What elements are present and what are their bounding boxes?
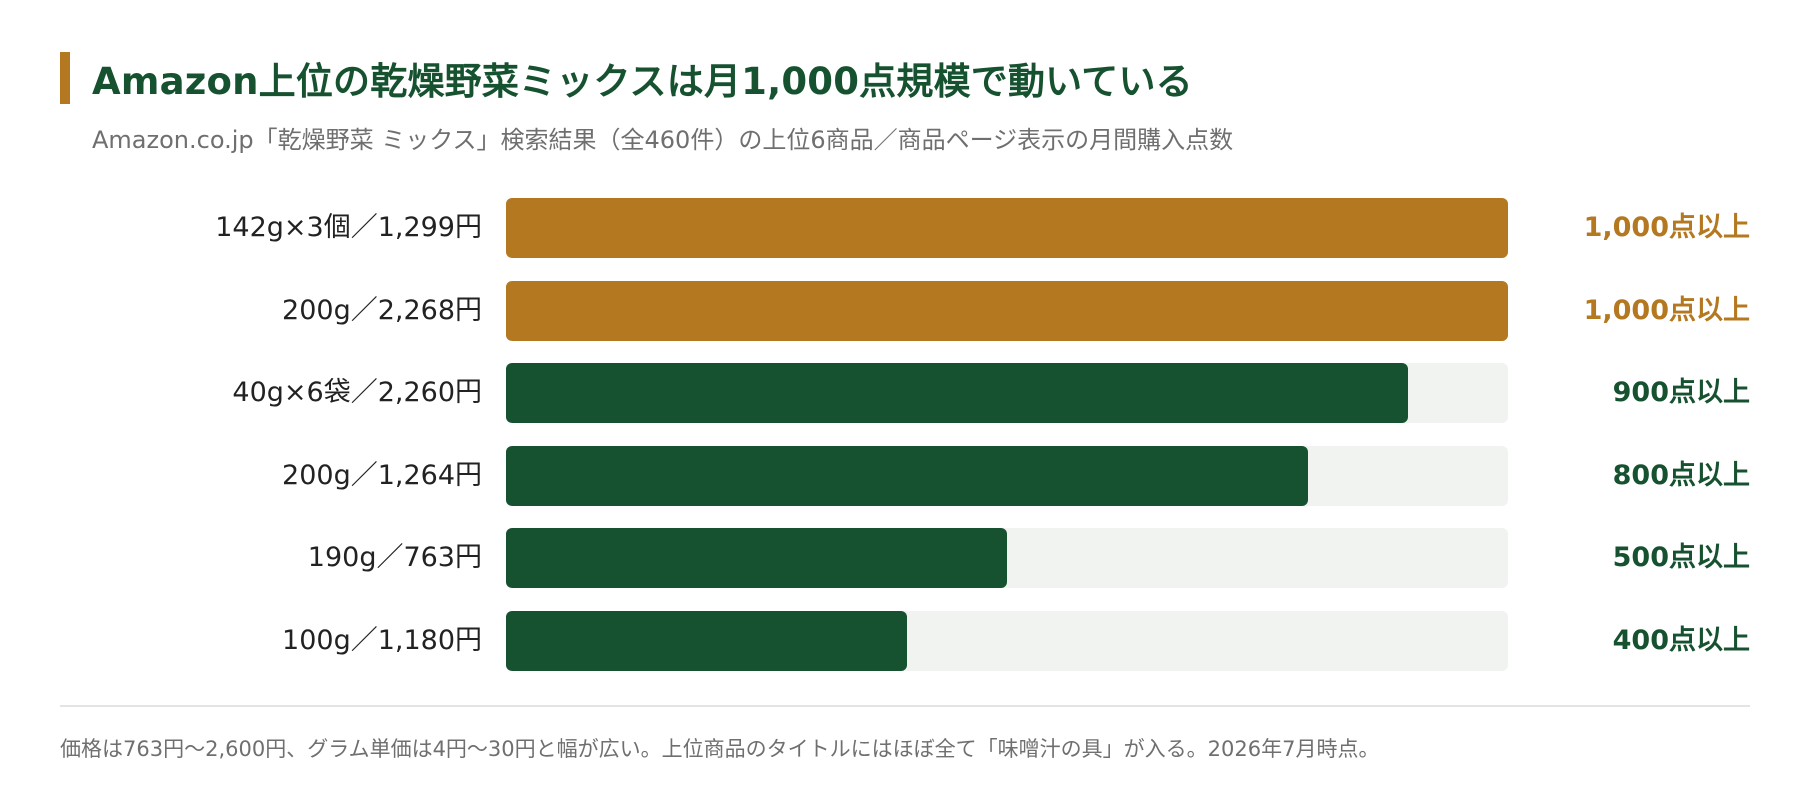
- category-label: 190g／763円: [307, 542, 482, 573]
- value-label: 800点以上: [1612, 460, 1750, 491]
- footer-divider: [60, 705, 1750, 707]
- bar: [506, 528, 1007, 588]
- chart-subtitle: Amazon.co.jp「乾燥野菜 ミックス」検索結果（全460件）の上位6商品…: [92, 126, 1234, 154]
- bar: [506, 363, 1408, 423]
- title-block: Amazon上位の乾燥野菜ミックスは月1,000点規模で動いている: [60, 52, 1193, 104]
- title-accent-bar: [60, 52, 70, 104]
- footnote: 価格は763円〜2,600円、グラム単価は4円〜30円と幅が広い。上位商品のタイ…: [60, 737, 1380, 761]
- bar: [506, 198, 1508, 258]
- bar: [506, 611, 907, 671]
- value-label: 400点以上: [1612, 625, 1750, 656]
- category-label: 40g×6袋／2,260円: [232, 377, 482, 408]
- category-label: 142g×3個／1,299円: [215, 212, 482, 243]
- chart-title: Amazon上位の乾燥野菜ミックスは月1,000点規模で動いている: [92, 60, 1193, 103]
- category-label: 200g／1,264円: [282, 460, 482, 491]
- value-label: 900点以上: [1612, 377, 1750, 408]
- bar: [506, 446, 1308, 506]
- category-label: 200g／2,268円: [282, 295, 482, 326]
- value-label: 500点以上: [1612, 542, 1750, 573]
- value-label: 1,000点以上: [1583, 212, 1750, 243]
- value-label: 1,000点以上: [1583, 295, 1750, 326]
- category-label: 100g／1,180円: [282, 625, 482, 656]
- bar: [506, 281, 1508, 341]
